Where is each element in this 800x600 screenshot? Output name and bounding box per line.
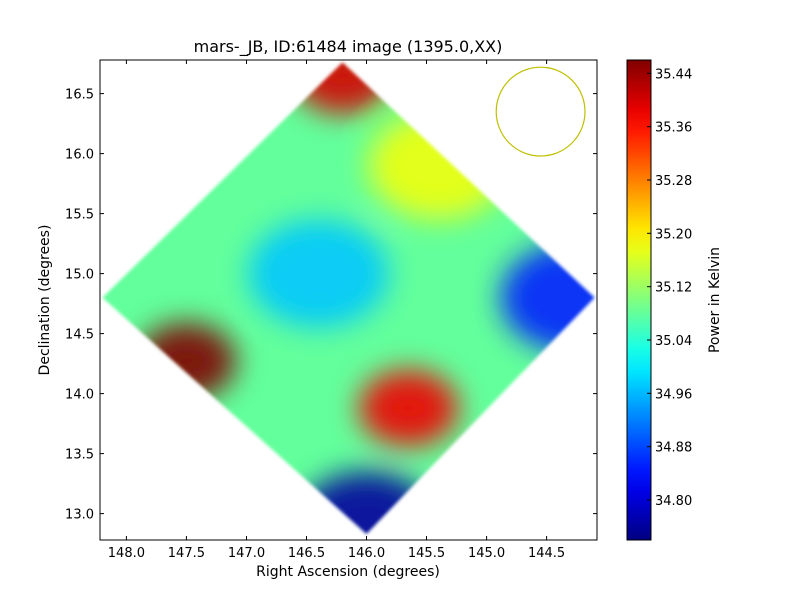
x-tick-label: 147.0: [228, 546, 265, 561]
y-tick-label: 15.0: [65, 268, 94, 283]
heatmap-feature: [248, 219, 389, 328]
chart-title: mars-_JB, ID:61484 image (1395.0,XX): [194, 37, 503, 57]
colorbar-tick-label: 34.80: [655, 494, 692, 509]
x-tick-label: 144.5: [528, 546, 565, 561]
colorbar-tick-label: 34.88: [655, 441, 692, 456]
x-tick-label: 145.5: [408, 546, 445, 561]
beam-circle: [495, 66, 586, 157]
x-tick-label: 145.0: [468, 546, 505, 561]
colorbar-gradient: [626, 59, 652, 541]
x-tick-label: 147.5: [168, 546, 205, 561]
y-tick-label: 14.5: [65, 328, 94, 343]
y-tick-label: 13.0: [65, 508, 94, 523]
colorbar-tick-label: 35.28: [655, 174, 692, 189]
x-tick-label: 146.0: [348, 546, 385, 561]
colorbar-tick-label: 35.44: [655, 67, 692, 82]
colorbar-ticks: 34.80 34.88 34.96 35.04 35.12 35.20 35.28 35.36…: [647, 67, 692, 509]
y-tick-label: 15.5: [65, 208, 94, 223]
y-tick-label: 14.0: [65, 388, 94, 403]
y-tick-label: 16.0: [65, 148, 94, 163]
y-tick-label: 16.5: [65, 88, 94, 103]
colorbar-tick-label: 34.96: [655, 387, 692, 402]
colorbar-label: Power in Kelvin: [707, 247, 723, 353]
x-axis-ticks: 148.0 147.5 147.0 146.5 146.0 145.5 145.0 144.5: [108, 60, 565, 561]
colorbar-tick-label: 35.04: [655, 334, 692, 349]
x-tick-label: 146.5: [288, 546, 325, 561]
colorbar-tick-label: 35.20: [655, 227, 692, 242]
x-axis-label: Right Ascension (degrees): [256, 564, 440, 580]
colorbar-tick-label: 35.12: [655, 281, 692, 296]
plot-frame: [99, 59, 598, 541]
x-tick-label: 148.0: [108, 546, 145, 561]
heatmap-feature: [292, 62, 393, 114]
y-axis-label: Declination (degrees): [37, 225, 53, 376]
colorbar: 34.80 34.88 34.96 35.04 35.12 35.20 35.28 35.36…: [626, 59, 723, 541]
heatmap-feature: [500, 243, 595, 352]
plot-area: 148.0 147.5 147.0 146.5 146.0 145.5 145.0 144.5…: [65, 59, 598, 561]
colorbar-tick-label: 35.36: [655, 121, 692, 136]
heatmap-feature: [358, 369, 459, 447]
y-tick-label: 13.5: [65, 448, 94, 463]
y-axis-ticks: 13.0 13.5 14.0 14.5 15.0 15.5 16.0 16.5: [65, 88, 597, 523]
